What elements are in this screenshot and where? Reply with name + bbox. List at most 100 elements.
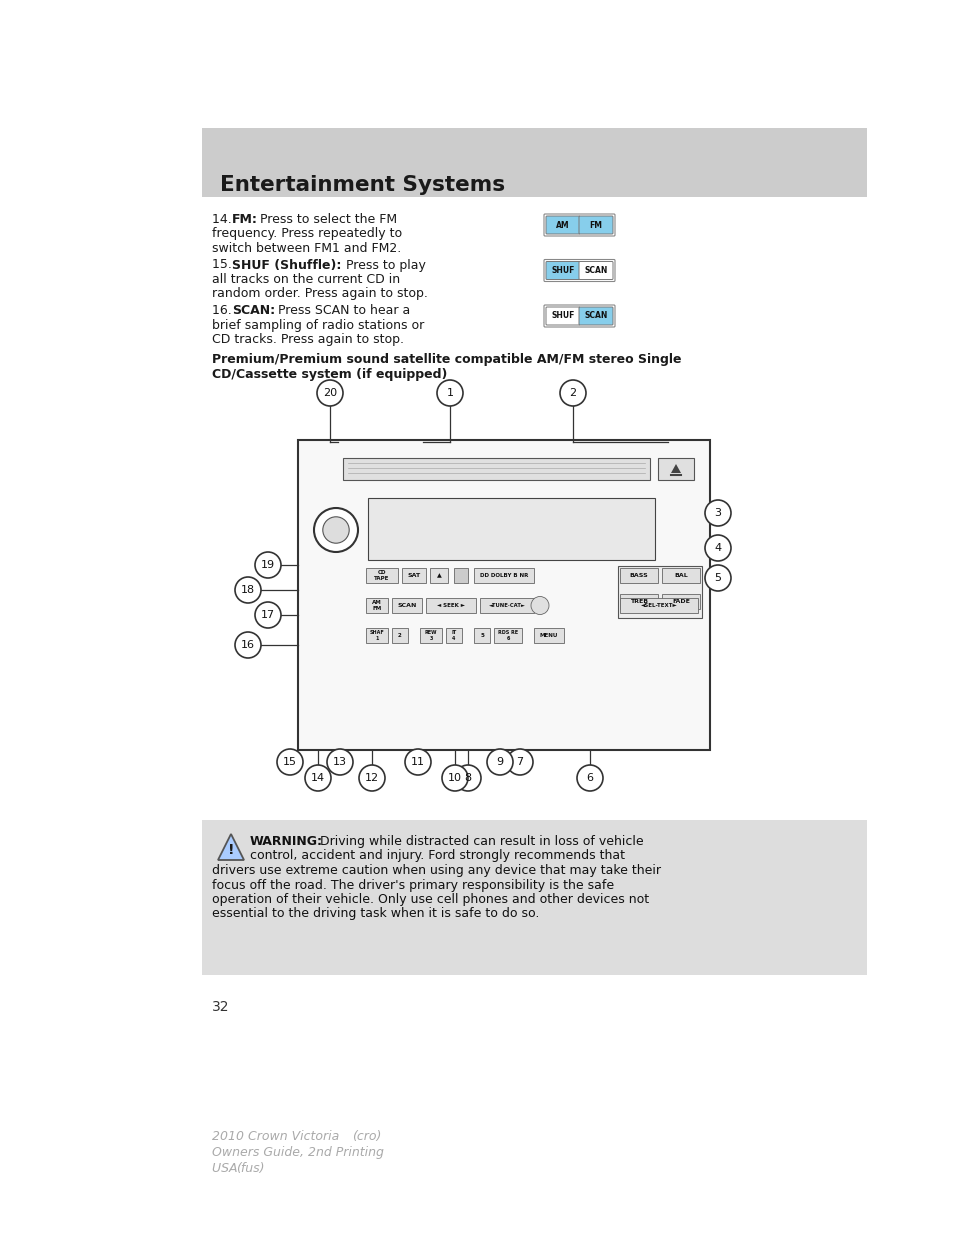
Text: SCAN:: SCAN: [232,304,274,317]
Text: RDS RE
6: RDS RE 6 [497,630,517,641]
Bar [343,458,649,480]
Bar [426,598,476,613]
Bar [419,629,441,643]
FancyBboxPatch shape [543,214,615,236]
Text: MENU: MENU [539,634,558,638]
Bar [619,568,658,583]
Circle shape [358,764,385,790]
Text: SHAF
1: SHAF 1 [369,630,384,641]
Circle shape [486,748,513,776]
Text: Entertainment Systems: Entertainment Systems [220,175,504,195]
Circle shape [704,564,730,592]
Bar [446,629,461,643]
Text: 5: 5 [714,573,720,583]
Circle shape [436,380,462,406]
Text: 10: 10 [448,773,461,783]
FancyBboxPatch shape [578,216,613,233]
Text: AM
FM: AM FM [372,600,381,611]
Text: 7: 7 [516,757,523,767]
Text: CD tracks. Press again to stop.: CD tracks. Press again to stop. [212,333,403,346]
FancyBboxPatch shape [578,308,613,325]
Bar [454,568,468,583]
Text: ▲: ▲ [436,573,441,578]
Text: !: ! [228,842,234,857]
Circle shape [314,508,357,552]
Text: SCAN: SCAN [583,311,607,321]
Text: IT
4: IT 4 [451,630,456,641]
Text: WARNING:: WARNING: [250,835,323,848]
FancyBboxPatch shape [545,262,579,279]
Text: FM: FM [589,221,602,230]
Text: 16: 16 [241,640,254,650]
Circle shape [704,535,730,561]
Text: 14.: 14. [212,212,235,226]
Circle shape [234,632,261,658]
Text: 18: 18 [241,585,254,595]
Circle shape [316,380,343,406]
Text: 11: 11 [411,757,424,767]
Circle shape [254,601,281,629]
FancyBboxPatch shape [545,308,579,325]
Text: SHUF (Shuffle):: SHUF (Shuffle): [232,258,341,272]
FancyBboxPatch shape [545,216,579,233]
Text: 9: 9 [496,757,503,767]
Bar [618,566,701,618]
Bar [202,128,866,198]
Text: SHUF: SHUF [551,311,574,321]
Circle shape [531,597,548,615]
Text: 3: 3 [714,508,720,517]
Text: focus off the road. The driver's primary responsibility is the safe: focus off the road. The driver's primary… [212,878,614,892]
Text: REW
3: REW 3 [424,630,436,641]
Circle shape [506,748,533,776]
Text: all tracks on the current CD in: all tracks on the current CD in [212,273,399,287]
Bar [619,594,658,609]
Text: 2: 2 [397,634,401,638]
Bar [366,598,388,613]
Text: brief sampling of radio stations or: brief sampling of radio stations or [212,319,424,331]
Text: 17: 17 [261,610,274,620]
Bar [534,629,563,643]
Text: AM: AM [556,221,569,230]
Text: 12: 12 [365,773,378,783]
Text: control, accident and injury. Ford strongly recommends that: control, accident and injury. Ford stron… [250,850,624,862]
Text: 2: 2 [569,388,576,398]
Text: 4: 4 [714,543,720,553]
Text: drivers use extreme caution when using any device that may take their: drivers use extreme caution when using a… [212,864,660,877]
Text: SAT: SAT [407,573,420,578]
Text: USA: USA [212,1162,241,1174]
Text: 13: 13 [333,757,347,767]
Bar [297,440,709,750]
Text: random order. Press again to stop.: random order. Press again to stop. [212,288,428,300]
Text: ◄SEL-TEXT►: ◄SEL-TEXT► [640,603,677,608]
Bar [658,458,693,480]
Bar [392,629,408,643]
Circle shape [234,577,261,603]
Text: TREB: TREB [629,599,647,604]
Bar [619,598,698,613]
Text: Press SCAN to hear a: Press SCAN to hear a [274,304,410,317]
Text: FADE: FADE [671,599,689,604]
Text: Press to play: Press to play [341,258,425,272]
Text: CD
TAPE: CD TAPE [374,571,389,580]
Bar [430,568,448,583]
Text: (fus): (fus) [235,1162,264,1174]
Circle shape [704,500,730,526]
Text: 14: 14 [311,773,325,783]
Bar [479,598,534,613]
Bar [661,568,700,583]
Circle shape [322,516,349,543]
Text: BASS: BASS [629,573,648,578]
Circle shape [441,764,468,790]
Bar [401,568,426,583]
Circle shape [405,748,431,776]
Text: CD/Cassette system (if equipped): CD/Cassette system (if equipped) [212,368,447,382]
Text: DD DOLBY B NR: DD DOLBY B NR [479,573,528,578]
Circle shape [305,764,331,790]
Polygon shape [218,834,244,860]
Text: FM:: FM: [232,212,257,226]
Text: ◄TUNE·CAT►: ◄TUNE·CAT► [488,603,525,608]
Text: 16.: 16. [212,304,235,317]
Bar [366,568,397,583]
Text: SCAN: SCAN [396,603,416,608]
FancyBboxPatch shape [543,259,615,282]
